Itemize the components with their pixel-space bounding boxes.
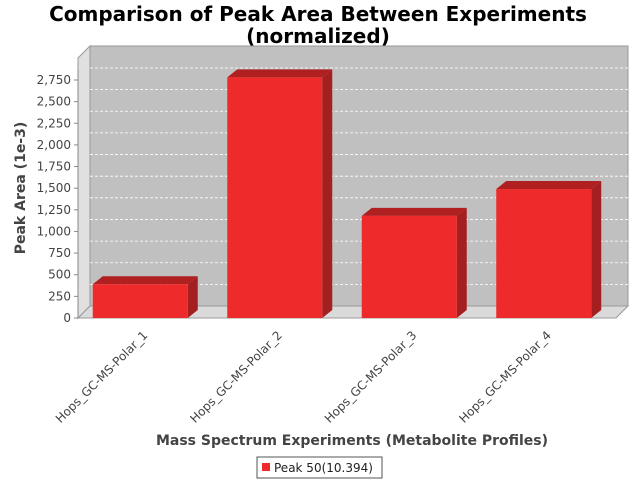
y-tick-label: 750: [48, 246, 71, 260]
y-tick-label: 1,750: [37, 160, 71, 174]
bar-side: [457, 208, 467, 318]
y-axis-ticks: 0 250 500 750 1,000 1,250 1,500 1,750 2,000 2,250…: [37, 70, 78, 325]
x-tick-label: Hops_GC-MS-Polar_3: [322, 328, 420, 426]
y-tick-label: 0: [63, 311, 71, 325]
bar-top: [496, 181, 601, 189]
y-tick-label: 2,500: [37, 95, 71, 109]
bar-top: [362, 208, 467, 216]
bar: [362, 216, 457, 318]
legend-label: Peak 50(10.394): [274, 461, 373, 475]
x-tick-label: Hops_GC-MS-Polar_1: [53, 328, 151, 426]
bar: [496, 189, 591, 318]
bar-top: [227, 69, 332, 77]
y-tick-label: 2,250: [37, 116, 71, 130]
bar-side: [322, 69, 332, 318]
chart-title: Comparison of Peak Area Between Experime…: [49, 2, 587, 26]
x-axis-label: Mass Spectrum Experiments (Metabolite Pr…: [156, 433, 548, 449]
y-tick-label: 2,000: [37, 138, 71, 152]
y-tick-label: 1,250: [37, 203, 71, 217]
legend-swatch: [262, 463, 270, 471]
y-tick-label: 1,500: [37, 181, 71, 195]
legend: Peak 50(10.394): [257, 457, 382, 478]
y-tick-label: 250: [48, 289, 71, 303]
x-tick-label: Hops_GC-MS-Polar_4: [456, 328, 554, 426]
plot-left-wall: [78, 46, 90, 318]
y-tick-label: 2,750: [37, 73, 71, 87]
y-tick-label: 500: [48, 268, 71, 282]
bar: [93, 284, 188, 318]
x-tick-label: Hops_GC-MS-Polar_2: [187, 328, 285, 426]
bar-top: [93, 276, 198, 284]
chart-subtitle: (normalized): [246, 24, 390, 48]
bar: [227, 77, 322, 318]
y-tick-label: 1,000: [37, 224, 71, 238]
y-axis-label: Peak Area (1e-3): [13, 122, 29, 255]
bar-side: [591, 181, 601, 318]
x-axis-ticks: Hops_GC-MS-Polar_1 Hops_GC-MS-Polar_2 Hops…: [53, 328, 554, 426]
